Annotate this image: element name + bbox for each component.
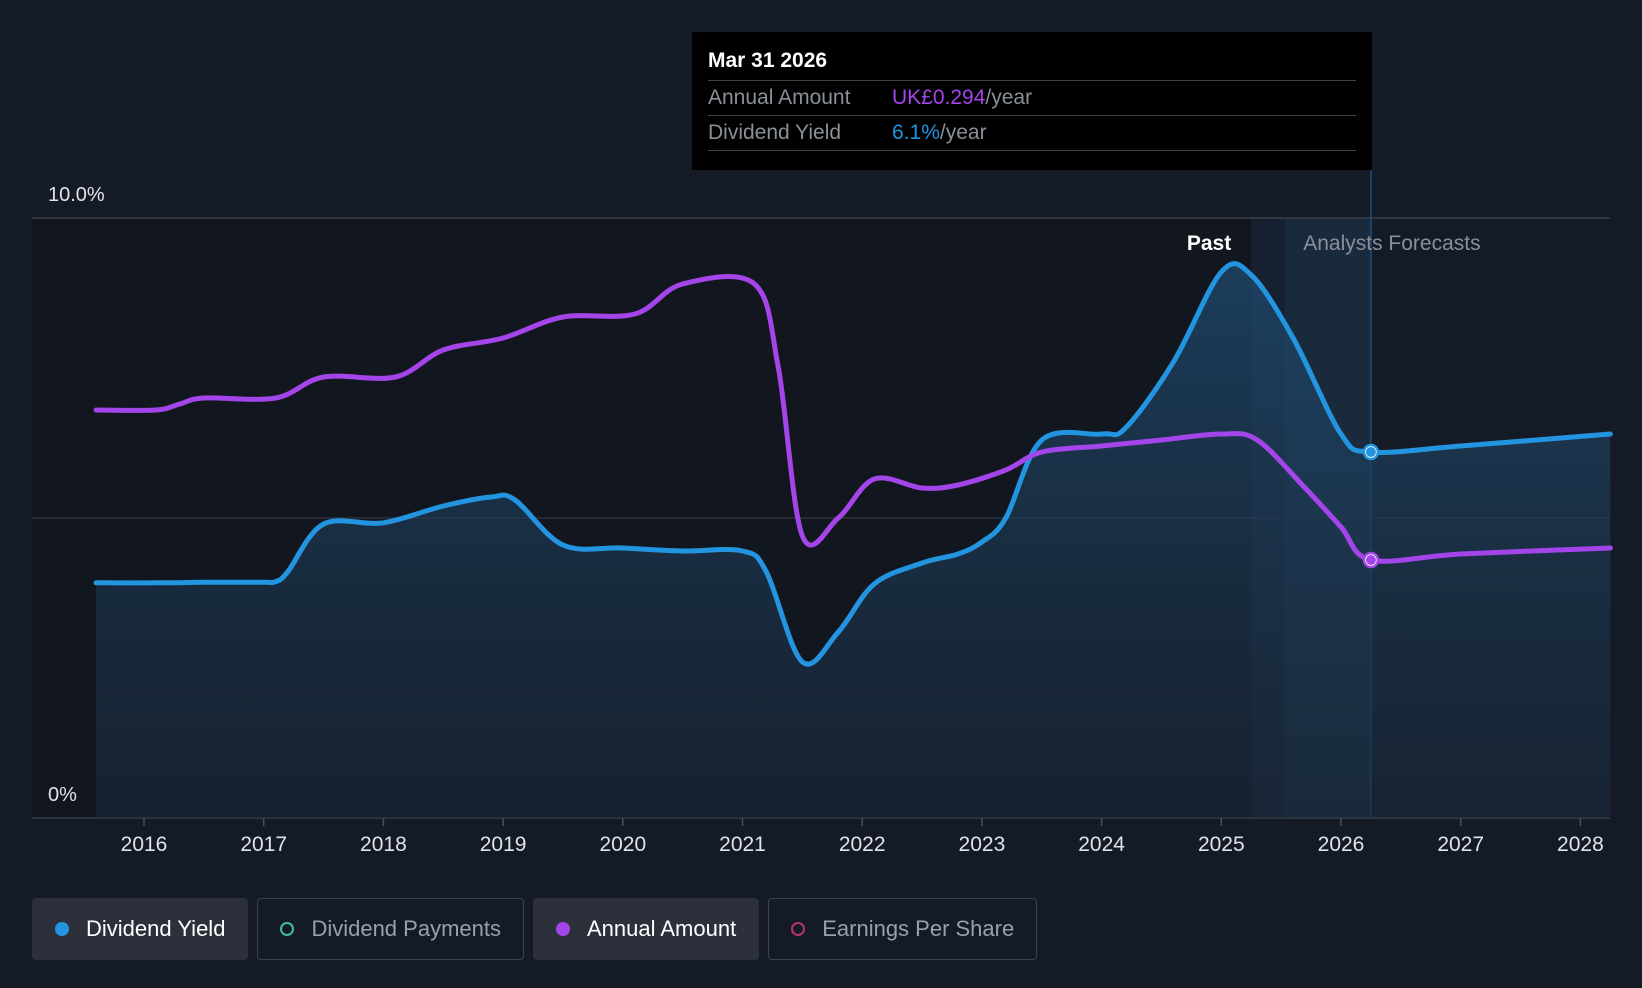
x-tick-label: 2024	[1078, 833, 1125, 856]
legend-ring-icon	[280, 922, 295, 936]
legend-dividend-yield[interactable]: Dividend Yield	[32, 898, 249, 960]
chart-tooltip: Mar 31 2026 Annual Amount UK£0.294 /year…	[692, 32, 1372, 170]
x-tick-label: 2023	[959, 833, 1006, 856]
tooltip-label: Annual Amount	[708, 86, 851, 109]
legend-label: Dividend Payments	[311, 916, 501, 941]
legend-annual-amount[interactable]: Annual Amount	[532, 898, 760, 960]
legend-dot-icon	[555, 922, 570, 936]
legend-dot-icon	[55, 922, 69, 936]
x-tick-label: 2022	[839, 833, 886, 856]
tooltip-unit: /year	[939, 121, 987, 144]
x-tick-label: 2016	[121, 833, 168, 856]
legend-label: Annual Amount	[586, 916, 737, 941]
tooltip-date: Mar 31 2026	[708, 46, 1356, 81]
x-tick-label: 2027	[1437, 833, 1484, 856]
legend-label: Dividend Yield	[86, 916, 226, 941]
y-axis-label-max: 10.0%	[48, 184, 105, 206]
tooltip-label: Dividend Yield	[708, 121, 842, 144]
legend-dividend-payments[interactable]: Dividend Payments	[257, 898, 524, 960]
tooltip-row-annual-amount: Annual Amount UK£0.294 /year	[708, 81, 1356, 116]
x-tick-label: 2017	[240, 833, 287, 856]
tooltip-row-dividend-yield: Dividend Yield 6.1% /year	[708, 116, 1356, 151]
tooltip-unit: /year	[985, 86, 1033, 109]
legend-earnings-per-share[interactable]: Earnings Per Share	[768, 898, 1038, 960]
x-tick-label: 2018	[360, 833, 407, 856]
tooltip-value: UK£0.294	[892, 86, 986, 109]
legend-label: Earnings Per Share	[822, 916, 1015, 941]
x-tick-label: 2020	[599, 833, 646, 856]
annual-amount-hover-point-core	[1365, 555, 1376, 565]
x-tick-label: 2026	[1318, 833, 1365, 856]
x-tick-label: 2028	[1557, 833, 1604, 856]
x-tick-label: 2025	[1198, 833, 1245, 856]
dividend-yield-area	[96, 263, 1611, 819]
x-tick-label: 2019	[480, 833, 527, 856]
dividend-yield-hover-point-core	[1365, 447, 1376, 457]
x-tick-label: 2021	[719, 833, 766, 856]
annual-amount-line	[93, 274, 1613, 564]
forecast-region-label: Analysts Forecasts	[1303, 232, 1480, 255]
chart-legend: Dividend Yield Dividend Payments Annual …	[32, 898, 1038, 960]
dividend-yield-line	[93, 261, 1613, 667]
legend-ring-icon	[791, 922, 806, 936]
past-region-label: Past	[1187, 232, 1231, 255]
y-axis-label-min: 0%	[48, 784, 77, 806]
tooltip-value: 6.1%	[892, 121, 940, 144]
